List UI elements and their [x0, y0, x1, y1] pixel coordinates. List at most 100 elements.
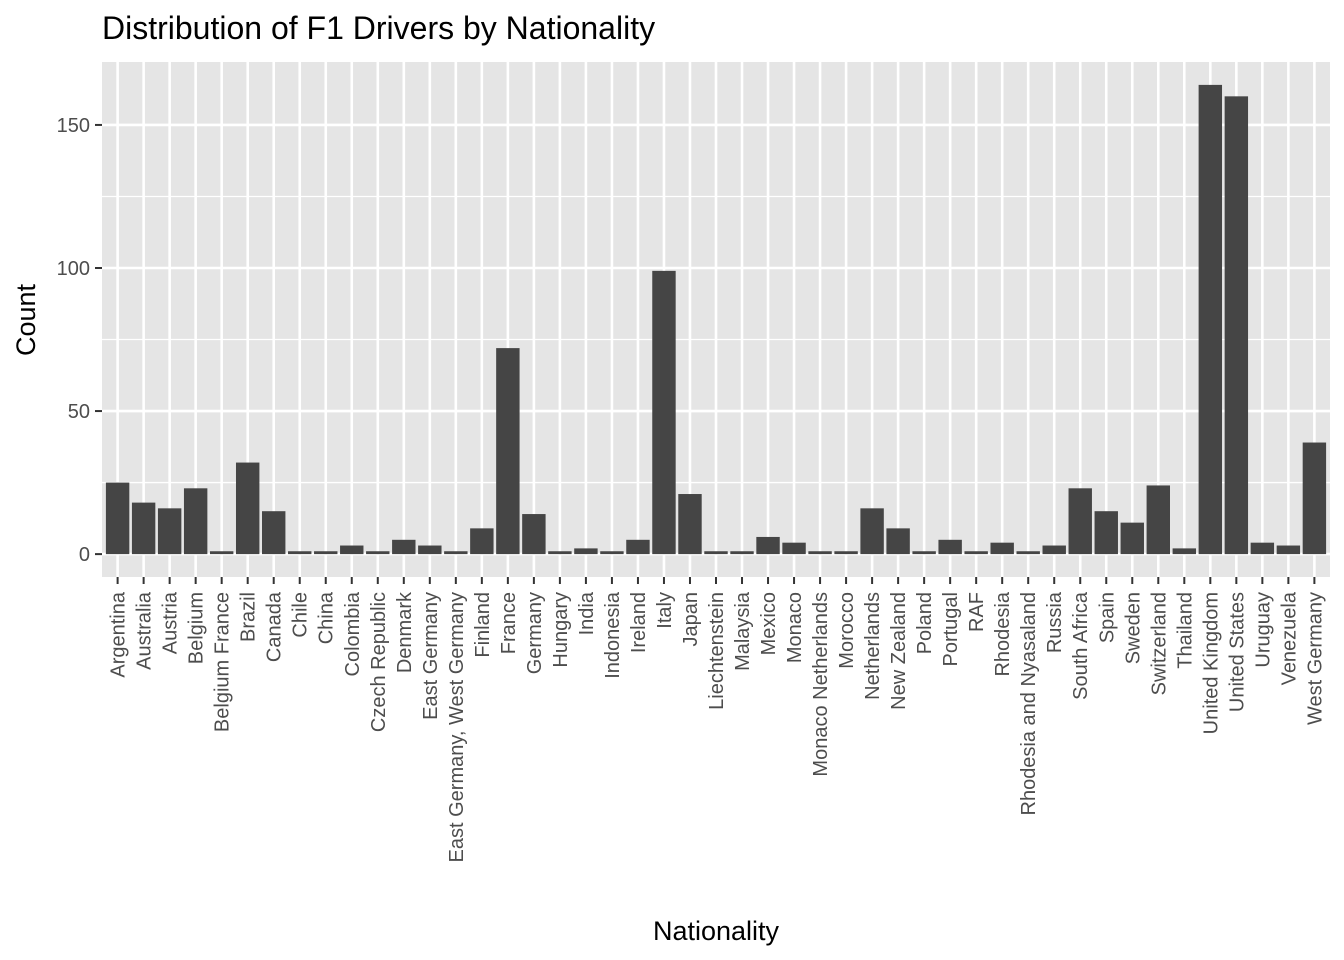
bar [574, 548, 598, 555]
bar [1224, 96, 1249, 555]
bar [262, 511, 286, 555]
bar [1094, 511, 1118, 555]
bar [444, 551, 468, 555]
bar [1172, 548, 1197, 555]
x-tick-label: West Germany [1304, 592, 1326, 725]
bar [834, 551, 858, 555]
x-tick-label: Thailand [1174, 592, 1196, 669]
x-tick-label: Brazil [238, 592, 260, 642]
bar [288, 551, 312, 555]
bar [1276, 545, 1301, 555]
bar [990, 542, 1014, 555]
x-tick-label: Czech Republic [368, 592, 390, 732]
x-tick-label: Belgium [186, 592, 208, 664]
bar [652, 270, 676, 555]
x-tick-label: Monaco Netherlands [810, 592, 832, 777]
bar [730, 551, 754, 555]
x-tick-label: RAF [966, 592, 988, 632]
bar [1250, 542, 1275, 555]
x-tick-label: Mexico [758, 592, 780, 655]
bar [157, 508, 182, 555]
y-axis-title: Count [11, 283, 41, 356]
bar [938, 539, 962, 555]
x-tick-label: Finland [472, 592, 494, 658]
x-tick-label: Indonesia [602, 591, 624, 679]
bar [1198, 84, 1223, 555]
bar [808, 551, 832, 555]
bar [235, 462, 260, 555]
x-tick-label: Portugal [940, 592, 962, 667]
x-tick-label: India [576, 591, 598, 635]
x-tick-label: Rhodesia [992, 591, 1014, 676]
x-tick-label: Venezuela [1278, 591, 1300, 685]
x-tick-label: Belgium France [212, 592, 234, 732]
y-tick-label: 50 [68, 401, 90, 423]
x-tick-label: Malaysia [732, 591, 754, 671]
x-tick-label: Poland [914, 592, 936, 654]
x-tick-label: Japan [680, 592, 702, 647]
bar [209, 551, 234, 555]
bar [522, 514, 546, 555]
bar [131, 502, 156, 555]
x-tick-label: Spain [1096, 592, 1118, 643]
bar [912, 551, 936, 555]
x-tick-label: Netherlands [862, 592, 884, 700]
bar [1302, 442, 1327, 555]
x-tick-label: East Germany, West Germany [446, 592, 468, 862]
chart-title: Distribution of F1 Drivers by Nationalit… [102, 10, 655, 46]
bar [886, 528, 910, 555]
bar [496, 348, 520, 555]
x-tick-label: Russia [1044, 591, 1066, 653]
bar [392, 539, 416, 555]
bar [678, 494, 702, 555]
x-tick-label: Hungary [550, 592, 572, 668]
x-tick-label: New Zealand [888, 592, 910, 710]
x-tick-label: Canada [264, 591, 286, 662]
bar [860, 508, 884, 555]
x-tick-label: Germany [524, 592, 546, 674]
x-tick-label: Denmark [394, 591, 416, 673]
x-tick-label: South Africa [1070, 591, 1092, 700]
x-tick-label: United Kingdom [1200, 592, 1222, 734]
bar [626, 539, 650, 555]
bar [1146, 485, 1170, 555]
bar [183, 488, 208, 555]
bar [782, 542, 806, 555]
bar [1042, 545, 1066, 555]
bar [314, 551, 338, 555]
bar [470, 528, 494, 555]
bar [964, 551, 988, 555]
bar [340, 545, 364, 555]
y-tick-label: 0 [79, 544, 90, 566]
x-tick-label: France [498, 592, 520, 654]
bar [366, 551, 390, 555]
y-tick-label: 100 [57, 258, 90, 280]
x-tick-label: Morocco [836, 592, 858, 669]
x-tick-label: Liechtenstein [706, 592, 728, 710]
bar [548, 551, 572, 555]
x-tick-label: Uruguay [1252, 592, 1274, 668]
x-tick-label: Australia [134, 591, 156, 670]
x-tick-label: China [316, 591, 338, 644]
x-tick-label: Chile [290, 592, 312, 638]
x-axis-title: Nationality [653, 916, 780, 946]
x-tick-label: Colombia [342, 591, 364, 676]
bar [1120, 522, 1144, 555]
x-tick-label: Sweden [1122, 592, 1144, 664]
bar [756, 536, 780, 555]
x-tick-label: Monaco [784, 592, 806, 663]
x-tick-label: Ireland [628, 592, 650, 653]
bar [418, 545, 442, 555]
y-axis: 0 50 100 150 [57, 115, 102, 566]
x-tick-label: United States [1226, 592, 1248, 712]
bar [1068, 488, 1092, 555]
x-tick-label: Austria [160, 591, 182, 654]
bars [105, 84, 1327, 555]
bar [105, 482, 130, 555]
x-tick-label: Italy [654, 592, 676, 629]
x-tick-label: Switzerland [1148, 592, 1170, 695]
x-tick-label: East Germany [420, 592, 442, 720]
bar [704, 551, 728, 555]
x-tick-label: Rhodesia and Nyasaland [1018, 592, 1040, 816]
